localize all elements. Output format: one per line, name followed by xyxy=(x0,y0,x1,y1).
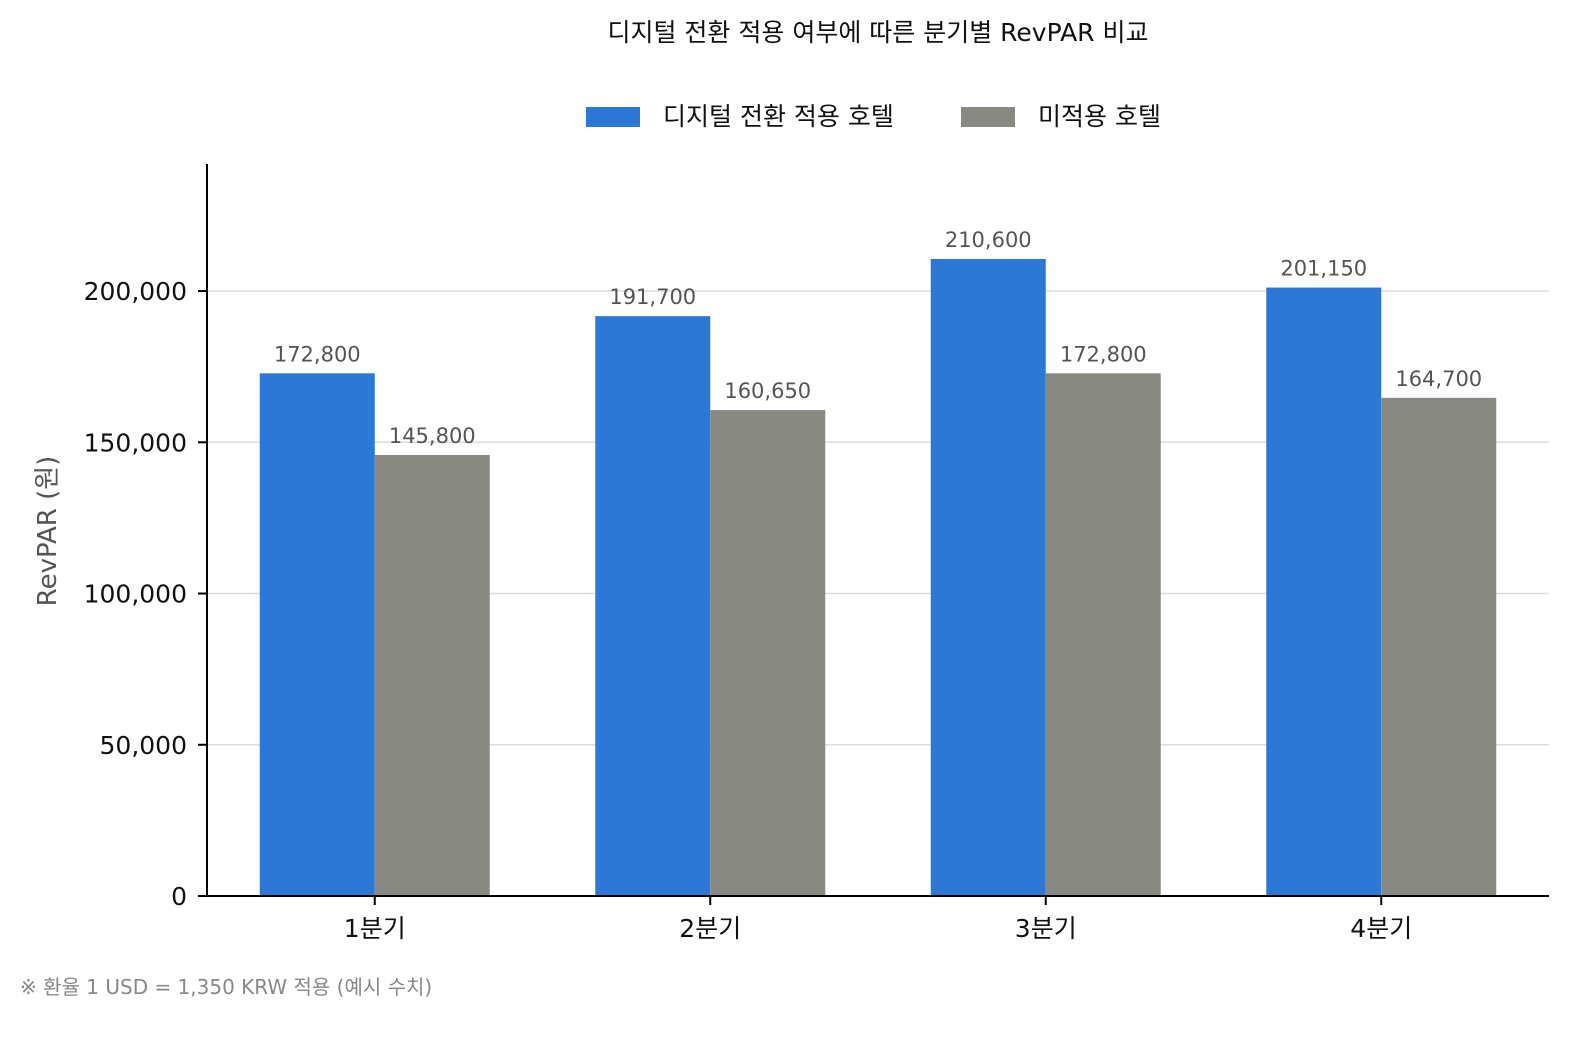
y-tick-label: 0 xyxy=(171,882,187,911)
data-label: 164,700 xyxy=(1395,367,1482,391)
data-label: 160,650 xyxy=(724,379,811,403)
bar-non-applied xyxy=(1381,397,1497,896)
legend: 디지털 전환 적용 호텔 미적용 호텔 xyxy=(586,102,1161,131)
y-tick-label: 50,000 xyxy=(100,731,187,760)
legend-swatch-non-applied xyxy=(961,107,1015,127)
x-axis-ticks: 1분기 2분기 3분기 4분기 xyxy=(344,896,1412,943)
y-tick-label: 150,000 xyxy=(84,428,187,457)
data-label: 201,150 xyxy=(1280,257,1367,281)
x-tick-label: 2분기 xyxy=(679,914,741,943)
x-tick-label: 4분기 xyxy=(1350,914,1412,943)
y-axis-ticks: 0 50,000 100,000 150,000 200,000 xyxy=(84,277,207,911)
data-label: 210,600 xyxy=(945,228,1032,252)
data-label: 145,800 xyxy=(389,424,476,448)
chart-title: 디지털 전환 적용 여부에 따른 분기별 RevPAR 비교 xyxy=(607,18,1148,47)
legend-label-non-applied: 미적용 호텔 xyxy=(1038,102,1161,131)
x-tick-label: 1분기 xyxy=(344,914,406,943)
legend-swatch-digital xyxy=(586,107,640,127)
bar-digital xyxy=(595,316,711,896)
x-tick-label: 3분기 xyxy=(1015,914,1077,943)
bar-digital xyxy=(1266,287,1382,896)
bar-non-applied xyxy=(710,410,826,896)
bars xyxy=(259,258,1497,897)
legend-label-digital: 디지털 전환 적용 호텔 xyxy=(663,102,894,131)
bar-non-applied xyxy=(1045,373,1161,897)
footnote: ※ 환율 1 USD = 1,350 KRW 적용 (예시 수치) xyxy=(20,975,432,999)
y-tick-label: 200,000 xyxy=(84,277,187,306)
bar-digital xyxy=(259,373,375,897)
y-tick-label: 100,000 xyxy=(84,580,187,609)
data-labels: 172,800 145,800 191,700 160,650 210,600 172,8… xyxy=(274,228,1482,448)
data-label: 172,800 xyxy=(274,342,361,366)
data-label: 172,800 xyxy=(1060,342,1147,366)
y-axis-label: RevPAR (원) xyxy=(33,456,63,607)
bar-non-applied xyxy=(374,454,490,896)
data-label: 191,700 xyxy=(609,285,696,309)
bar-digital xyxy=(930,258,1046,896)
axes xyxy=(206,164,1549,897)
